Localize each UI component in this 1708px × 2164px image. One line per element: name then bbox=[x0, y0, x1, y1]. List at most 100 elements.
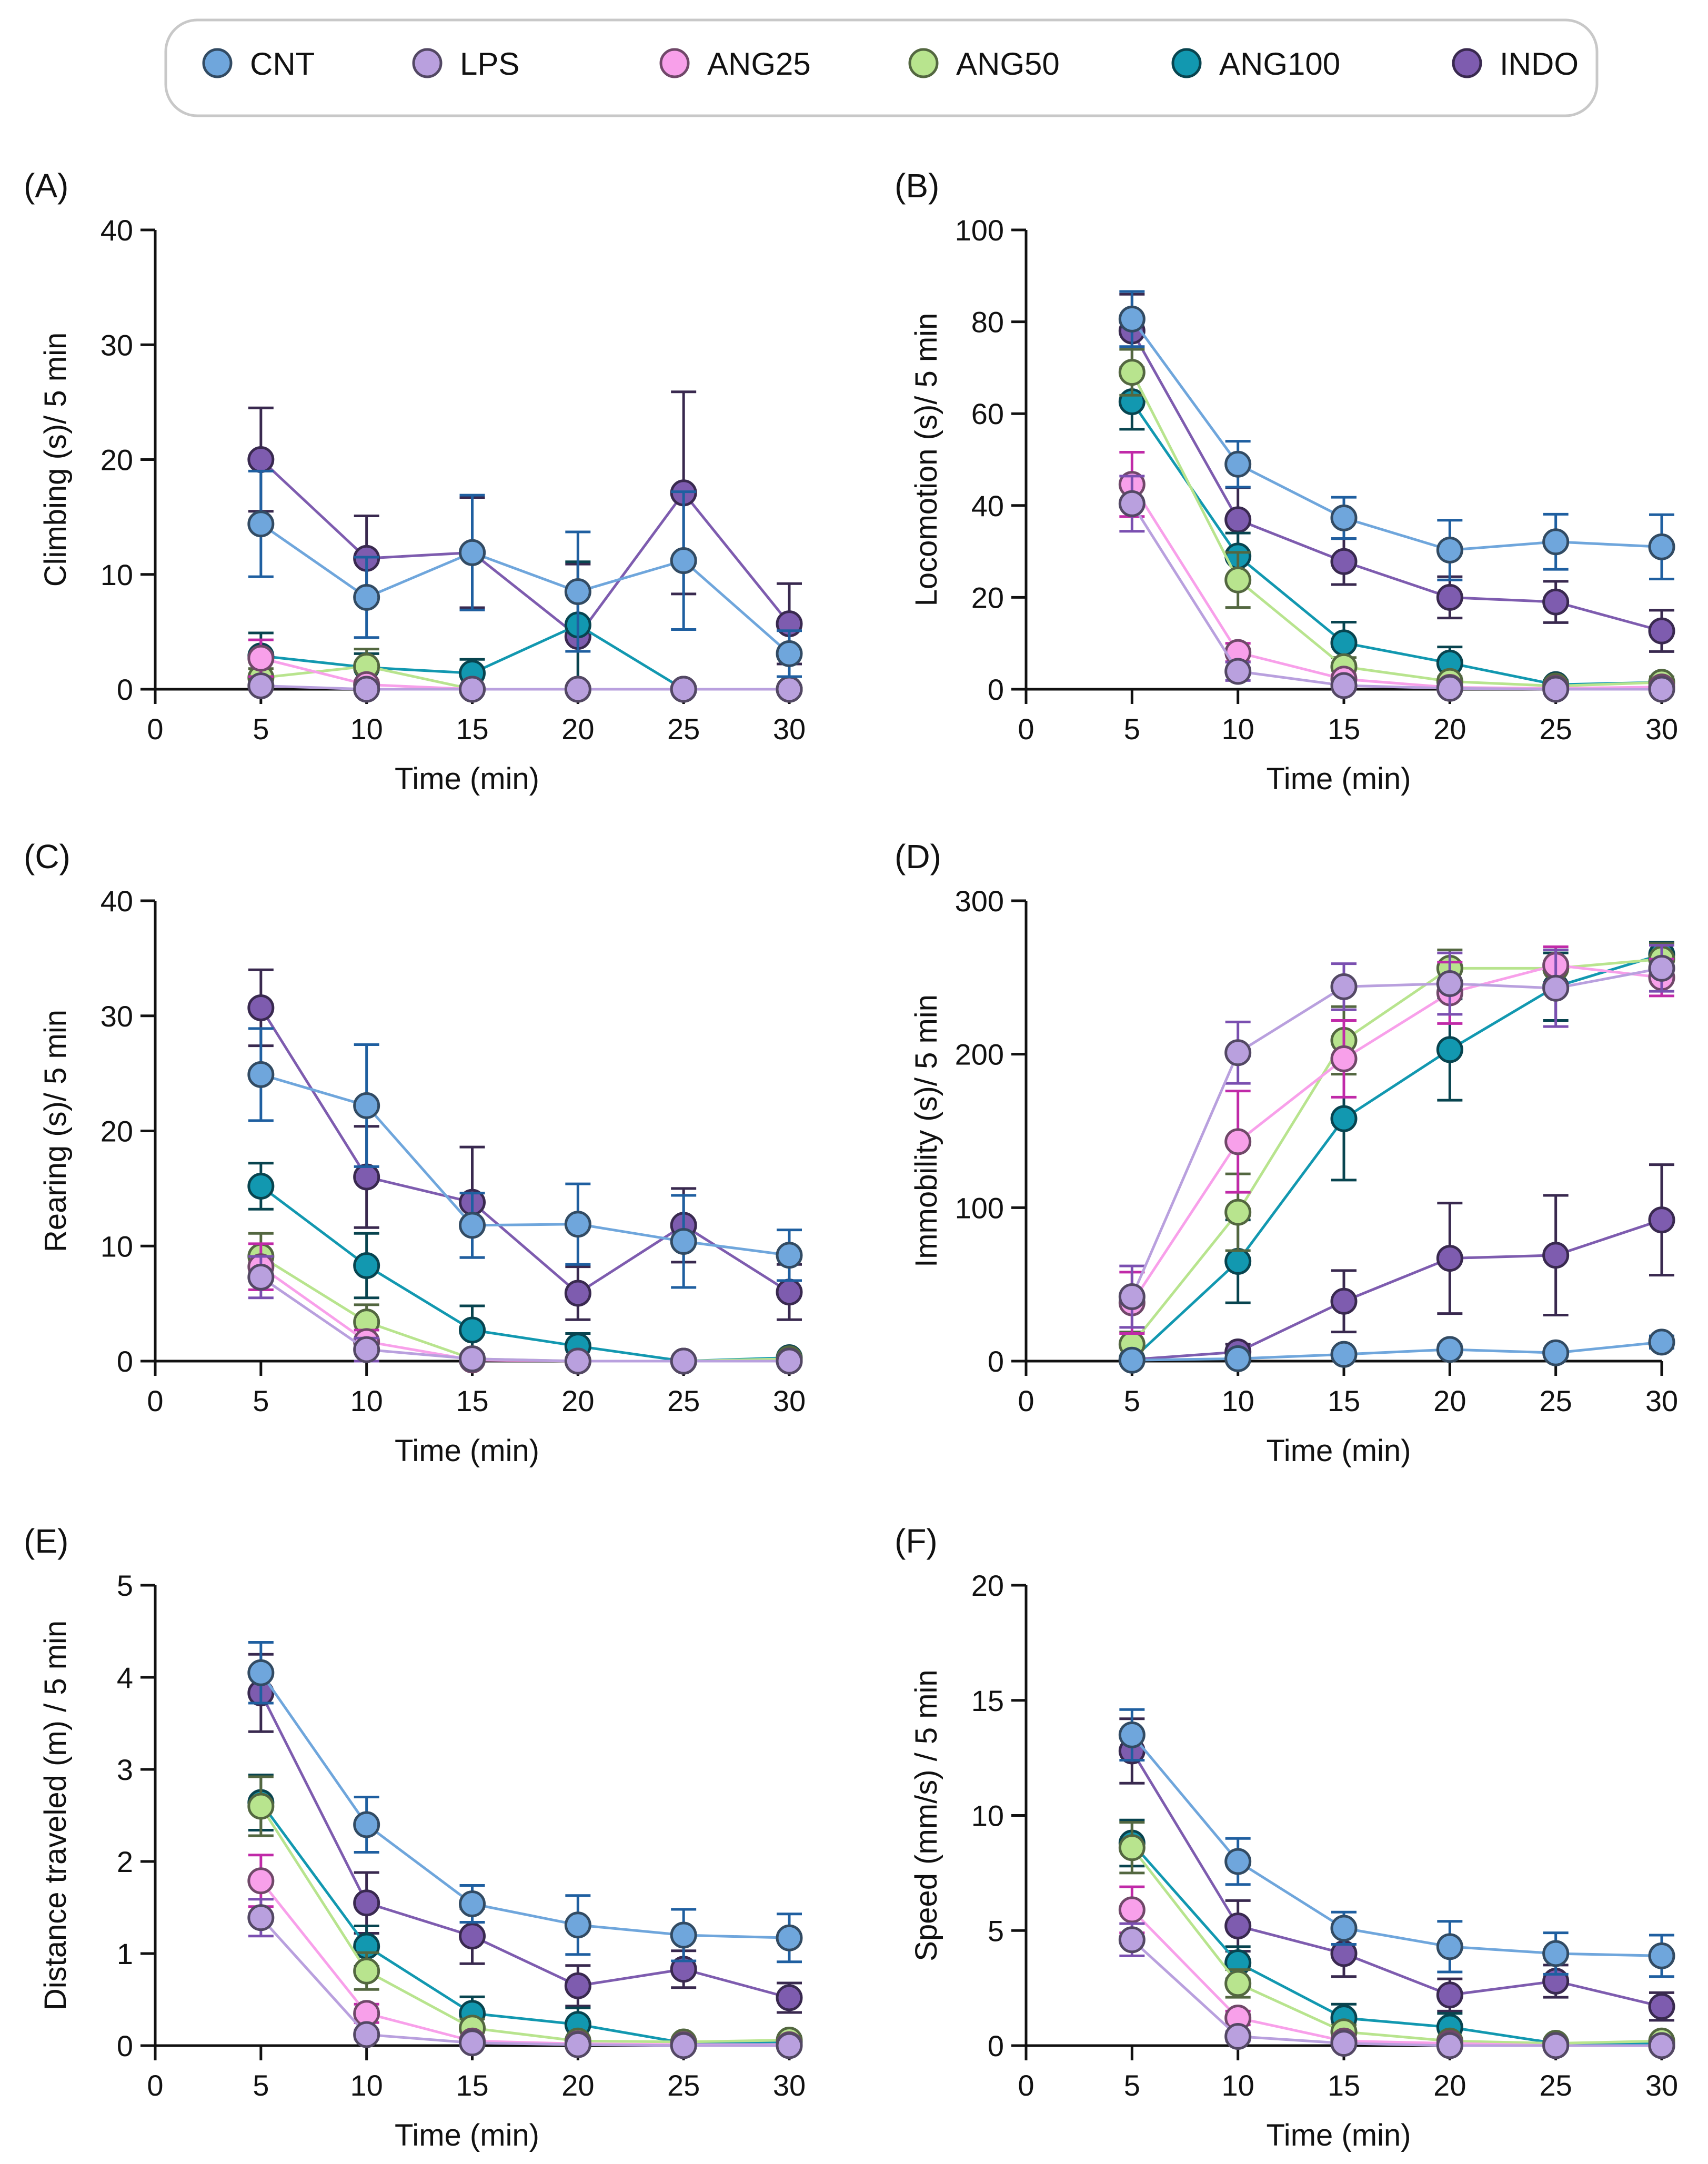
data-point bbox=[353, 1811, 380, 1838]
y-tick-label: 40 bbox=[101, 884, 133, 918]
data-point bbox=[564, 2031, 591, 2058]
data-point bbox=[247, 1793, 275, 1820]
data-point bbox=[670, 1921, 697, 1949]
y-tick-label: 0 bbox=[988, 673, 1004, 706]
data-point bbox=[776, 640, 803, 667]
y-tick-label: 20 bbox=[971, 1569, 1004, 1602]
data-point bbox=[1330, 1915, 1358, 1942]
data-point bbox=[1224, 1199, 1252, 1226]
data-point bbox=[1118, 1283, 1146, 1310]
series-lps bbox=[1118, 944, 1675, 1329]
series-line bbox=[260, 522, 790, 655]
data-point bbox=[247, 1263, 275, 1291]
series-line bbox=[1131, 963, 1662, 1304]
data-point bbox=[564, 578, 591, 605]
y-tick-label: 5 bbox=[117, 1569, 133, 1602]
x-axis-label: Time (min) bbox=[1267, 2118, 1411, 2152]
data-point bbox=[1118, 1926, 1146, 1954]
data-point bbox=[564, 1280, 591, 1307]
data-point bbox=[776, 1347, 803, 1375]
x-tick-label: 0 bbox=[1018, 2069, 1034, 2102]
y-tick-label: 5 bbox=[988, 1914, 1004, 1947]
series-line bbox=[259, 1007, 790, 1295]
data-point bbox=[353, 1163, 380, 1191]
data-point bbox=[459, 1212, 486, 1239]
data-point bbox=[1330, 672, 1358, 699]
x-tick-label: 5 bbox=[1124, 2069, 1140, 2102]
series-cnt bbox=[247, 1027, 803, 1289]
data-point bbox=[247, 446, 275, 473]
panel-e: (E) 0 1 2 3 4 5 0 5 10 15 20 25 30 Time (min) Distance … bbox=[24, 1522, 806, 2152]
y-tick-label: 40 bbox=[101, 214, 133, 247]
legend-label-ang25: ANG25 bbox=[707, 46, 811, 82]
panel-label: (D) bbox=[895, 838, 941, 875]
data-point bbox=[564, 1972, 591, 1999]
legend-label-lps: LPS bbox=[460, 46, 519, 82]
data-point bbox=[1436, 1036, 1463, 1063]
legend-box bbox=[164, 18, 1599, 117]
data-point bbox=[247, 994, 275, 1021]
series-ang50 bbox=[247, 1232, 803, 1375]
series-cnt bbox=[247, 1641, 803, 1964]
data-point bbox=[1542, 528, 1570, 556]
series-line bbox=[1131, 1750, 1662, 2008]
x-tick-label: 5 bbox=[1124, 1384, 1140, 1417]
x-tick-label: 25 bbox=[1540, 2069, 1572, 2102]
x-tick-label: 15 bbox=[456, 2069, 488, 2102]
data-point bbox=[1330, 2030, 1358, 2057]
data-point bbox=[459, 1923, 486, 1950]
x-tick-label: 10 bbox=[1222, 712, 1254, 746]
x-tick-label: 0 bbox=[1018, 712, 1034, 746]
series-line bbox=[1131, 1938, 1662, 2047]
y-axis-label: Immobility (s)/ 5 min bbox=[909, 994, 943, 1267]
x-tick-label: 25 bbox=[1540, 1384, 1572, 1417]
series-cnt bbox=[247, 469, 803, 678]
series-line bbox=[260, 657, 789, 691]
data-point bbox=[564, 1211, 591, 1238]
x-tick-label: 25 bbox=[667, 1384, 700, 1417]
series-ang25 bbox=[247, 1242, 803, 1375]
x-tick-label: 15 bbox=[1328, 1384, 1360, 1417]
legend-marker-ang25 bbox=[659, 48, 690, 78]
legend-label-indo: INDO bbox=[1500, 46, 1579, 82]
data-point bbox=[776, 1984, 803, 2011]
series-line bbox=[1131, 502, 1662, 691]
data-point bbox=[1648, 676, 1675, 703]
data-point bbox=[1542, 1940, 1570, 1967]
series-line bbox=[1131, 1734, 1662, 1957]
series-line bbox=[259, 1917, 789, 2047]
x-tick-label: 15 bbox=[456, 1384, 488, 1417]
y-tick-label: 0 bbox=[117, 673, 133, 706]
data-point bbox=[1330, 504, 1358, 531]
data-point bbox=[247, 1173, 275, 1200]
data-point bbox=[1436, 1933, 1463, 1960]
data-point bbox=[459, 1316, 486, 1344]
x-tick-label: 15 bbox=[1328, 712, 1360, 746]
data-point bbox=[1436, 2032, 1463, 2059]
y-tick-label: 20 bbox=[101, 1115, 133, 1148]
legend-marker-cnt bbox=[202, 48, 233, 78]
x-tick-label: 20 bbox=[1433, 712, 1466, 746]
data-point bbox=[776, 676, 803, 703]
data-point bbox=[1224, 2023, 1252, 2050]
y-axis-label: Climbing (s)/ 5 min bbox=[38, 333, 73, 587]
legend: CNT LPS ANG25 ANG50 ANG100 INDO bbox=[164, 18, 1599, 117]
y-tick-label: 30 bbox=[101, 1000, 133, 1033]
series-line bbox=[259, 1692, 790, 1999]
legend-marker-ang100 bbox=[1171, 48, 1202, 78]
data-point bbox=[247, 672, 275, 699]
y-tick-label: 10 bbox=[101, 558, 133, 591]
series-line bbox=[1132, 1219, 1662, 1361]
data-point bbox=[1330, 973, 1358, 1000]
y-tick-label: 1 bbox=[117, 1937, 133, 1970]
series-line bbox=[1131, 1847, 1662, 2045]
series-line bbox=[260, 623, 789, 691]
panel-a: (A) 0 10 20 30 40 0 5 10 15 20 25 30 Time (min) Climbi… bbox=[24, 167, 806, 796]
legend-marker-indo bbox=[1452, 48, 1482, 78]
series-line bbox=[260, 1185, 790, 1363]
data-point bbox=[247, 645, 275, 672]
series-ang100 bbox=[1118, 941, 1675, 1373]
y-tick-label: 0 bbox=[988, 1345, 1004, 1378]
data-point bbox=[247, 1904, 275, 1931]
x-tick-label: 0 bbox=[1018, 1384, 1034, 1417]
